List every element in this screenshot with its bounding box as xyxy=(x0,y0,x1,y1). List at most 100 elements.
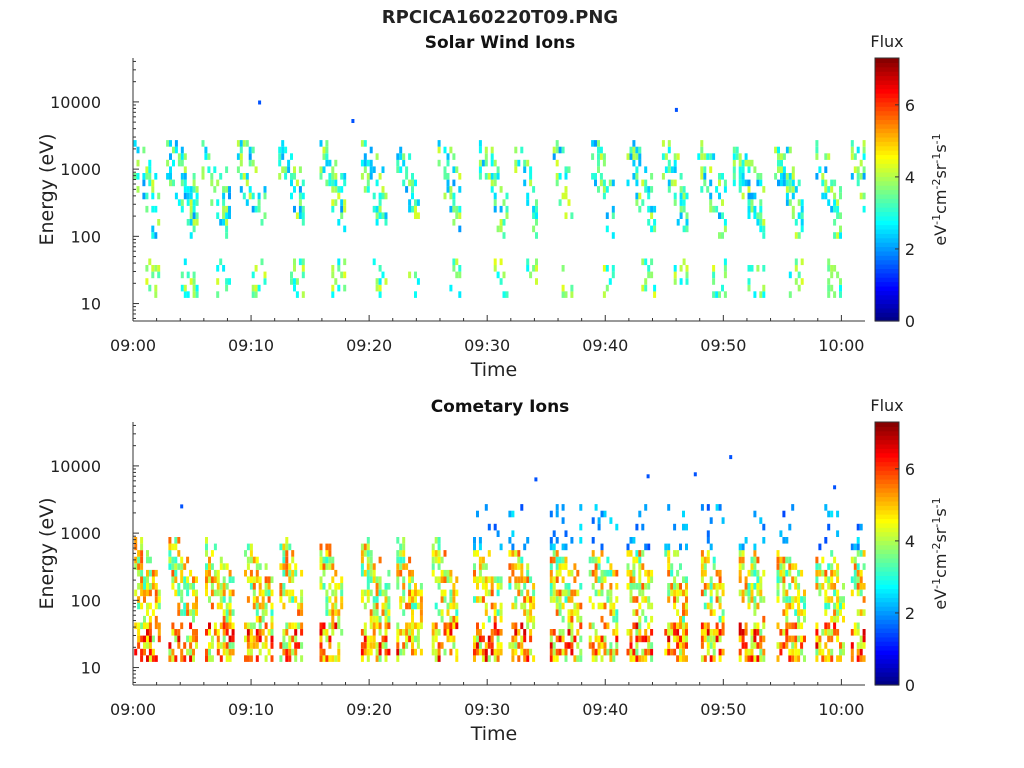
spectrogram-cell xyxy=(674,107,678,112)
spectrogram-cell xyxy=(452,205,456,213)
spectrogram-cell xyxy=(402,589,406,597)
spectrogram-cell xyxy=(842,602,845,610)
spectrogram-cell xyxy=(473,563,476,570)
y-tick-label: 100 xyxy=(70,591,101,610)
spectrogram-cell xyxy=(285,655,289,662)
spectrogram-cell xyxy=(340,173,344,180)
spectrogram-cell xyxy=(411,596,414,603)
spectrogram-cell xyxy=(334,583,338,590)
spectrogram-cell xyxy=(785,146,789,154)
spectrogram-cell xyxy=(328,173,332,180)
spectrogram-cell xyxy=(555,655,559,662)
spectrogram-cell xyxy=(146,550,149,557)
spectrogram-cell xyxy=(340,602,344,610)
colorbar-segment xyxy=(875,180,899,186)
spectrogram-cell xyxy=(785,642,789,649)
spectrogram-cell xyxy=(195,609,198,616)
spectrogram-cell xyxy=(282,602,286,610)
spectrogram-cell xyxy=(183,602,187,610)
spectrogram-cell xyxy=(291,569,295,577)
spectrogram-cell xyxy=(493,173,497,180)
spectrogram-cell xyxy=(797,569,801,577)
spectrogram-cell xyxy=(331,179,335,187)
spectrogram-cell xyxy=(328,642,332,649)
x-tick-label: 09:00 xyxy=(110,700,156,719)
spectrogram-cell xyxy=(558,199,562,206)
spectrogram-cell xyxy=(788,602,792,610)
spectrogram-cell xyxy=(258,602,262,610)
spectrogram-cell xyxy=(249,576,253,583)
spectrogram-cell xyxy=(520,642,524,649)
spectrogram-cell xyxy=(744,153,748,160)
spectrogram-cell xyxy=(709,192,713,200)
spectrogram-cell xyxy=(219,583,223,590)
spectrogram-cell xyxy=(399,602,403,610)
spectrogram-cell xyxy=(788,271,792,279)
spectrogram-cell xyxy=(337,642,341,649)
spectrogram-cell xyxy=(523,543,527,551)
spectrogram-cell xyxy=(360,550,364,557)
spectrogram-cell xyxy=(290,179,293,187)
spectrogram-cell xyxy=(476,635,479,643)
colorbar-segment xyxy=(875,492,899,498)
spectrogram-cell xyxy=(685,596,688,603)
spectrogram-cell xyxy=(862,629,866,636)
spectrogram-cell xyxy=(830,284,834,292)
spectrogram-cell xyxy=(189,569,193,577)
spectrogram-cell xyxy=(836,629,840,636)
spectrogram-cell xyxy=(222,192,226,200)
spectrogram-cell xyxy=(641,523,645,531)
spectrogram-cell xyxy=(797,622,801,630)
spectrogram-cell xyxy=(449,205,453,213)
spectrogram-cell xyxy=(638,583,642,590)
spectrogram-cell xyxy=(824,569,828,577)
spectrogram-cell xyxy=(484,159,488,167)
spectrogram-cell xyxy=(644,166,648,173)
spectrogram-cell xyxy=(511,648,515,656)
spectrogram-cell xyxy=(815,146,819,154)
spectrogram-cell xyxy=(171,543,175,551)
spectrogram-cell xyxy=(434,629,438,636)
spectrogram-cell xyxy=(782,173,786,180)
spectrogram-cell xyxy=(168,642,172,649)
spectrogram-cell xyxy=(650,212,654,219)
spectrogram-cell xyxy=(278,159,282,167)
spectrogram-cell xyxy=(231,622,235,630)
spectrogram-cell xyxy=(490,186,494,193)
spectrogram-cell xyxy=(254,166,258,173)
spectrogram-cell xyxy=(293,186,296,193)
spectrogram-cell xyxy=(387,596,391,603)
spectrogram-cell xyxy=(291,556,295,564)
colorbar-segment xyxy=(875,66,899,72)
spectrogram-cell xyxy=(558,569,562,577)
spectrogram-cell xyxy=(484,589,488,597)
spectrogram-cell xyxy=(597,563,601,570)
spectrogram-cell xyxy=(821,556,825,564)
spectrogram-cell xyxy=(210,550,214,557)
spectrogram-cell xyxy=(378,622,382,630)
spectrogram-cell xyxy=(319,648,323,656)
spectrogram-cell xyxy=(225,648,229,656)
spectrogram-cell xyxy=(396,648,400,656)
spectrogram-cell xyxy=(712,629,716,636)
spectrogram-cell xyxy=(405,166,409,173)
spectrogram-cell xyxy=(532,583,536,590)
spectrogram-cell xyxy=(285,622,289,630)
spectrogram-cell xyxy=(591,173,595,180)
spectrogram-cell xyxy=(738,179,742,187)
colorbar-segment xyxy=(875,211,899,217)
spectrogram-cell xyxy=(502,232,506,239)
spectrogram-cell xyxy=(641,589,645,597)
spectrogram-cell xyxy=(396,622,400,630)
spectrogram-cell xyxy=(411,569,414,577)
spectrogram-cell xyxy=(446,569,450,577)
spectrogram-cell xyxy=(208,648,211,656)
spectrogram-cell xyxy=(331,271,335,279)
spectrogram-cell xyxy=(195,291,199,298)
spectrogram-cell xyxy=(440,569,444,577)
spectrogram-cell xyxy=(600,543,604,551)
colorbar-segment xyxy=(875,128,899,134)
spectrogram-cell xyxy=(676,629,680,636)
colorbar-segment xyxy=(875,636,899,642)
